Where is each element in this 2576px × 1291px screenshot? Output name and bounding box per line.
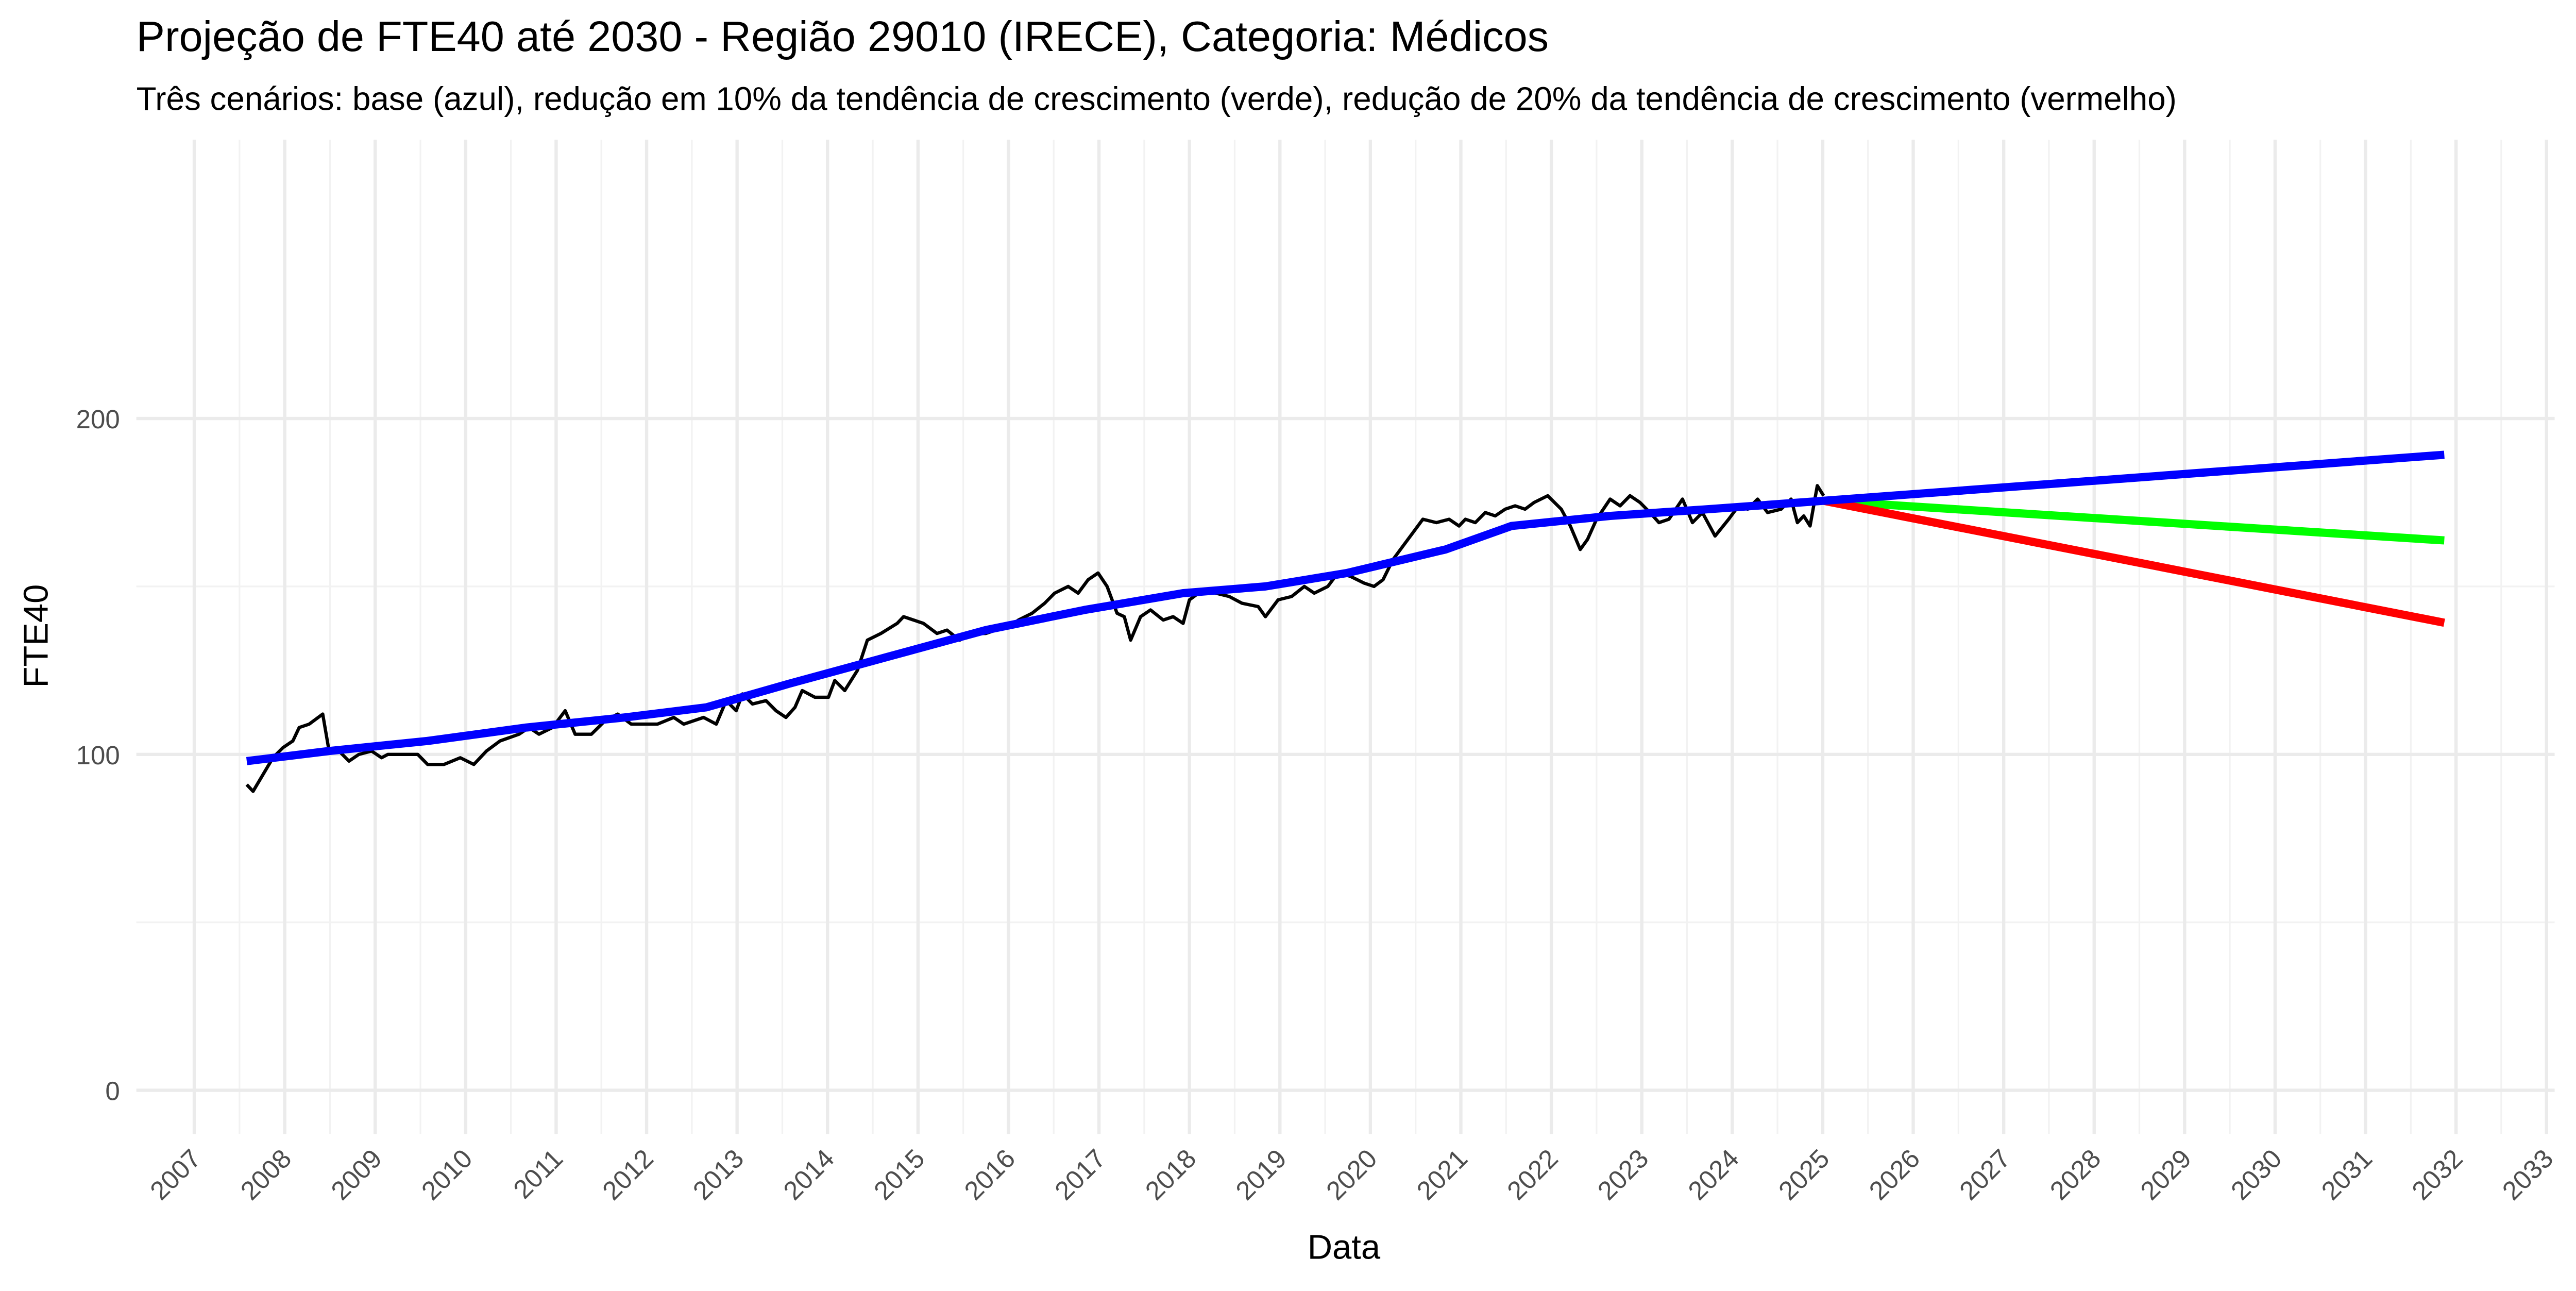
- x-tick-label: 2011: [507, 1144, 568, 1204]
- grid: [136, 140, 2555, 1134]
- x-tick-label: 2022: [1501, 1144, 1564, 1206]
- x-tick-label: 2025: [1773, 1144, 1835, 1206]
- data-line: [1823, 496, 2445, 627]
- x-tick-label: 2018: [1140, 1144, 1202, 1206]
- x-tick-label: 2015: [868, 1144, 930, 1206]
- x-tick-label: 2029: [2134, 1144, 2197, 1206]
- y-tick-label: 200: [76, 405, 120, 434]
- x-tick-label: 2026: [1863, 1144, 1926, 1206]
- x-tick-label: 2012: [597, 1144, 659, 1206]
- x-tick-label: 2021: [1411, 1144, 1473, 1206]
- x-tick-label: 2027: [1954, 1144, 2016, 1206]
- x-tick-label: 2016: [959, 1144, 1021, 1206]
- x-tick-label: 2028: [2044, 1144, 2107, 1206]
- x-tick-label: 2014: [777, 1144, 840, 1206]
- x-tick-label: 2030: [2225, 1144, 2287, 1206]
- plot-area: [245, 450, 2445, 793]
- x-tick-label: 2020: [1320, 1144, 1383, 1206]
- x-tick-label: 2017: [1049, 1144, 1111, 1206]
- x-tick-label: 2007: [144, 1144, 207, 1206]
- y-tick-label: 100: [76, 741, 120, 770]
- data-line: [245, 484, 1825, 793]
- x-tick-label: 2032: [2406, 1144, 2468, 1206]
- x-tick-label: 2031: [2316, 1144, 2378, 1206]
- data-line: [246, 450, 2445, 765]
- x-axis-label: Data: [1308, 1228, 1381, 1267]
- x-tick-label: 2013: [687, 1144, 750, 1206]
- x-tick-label: 2033: [2497, 1144, 2559, 1206]
- x-tick-label: 2009: [325, 1144, 387, 1206]
- chart-title: Projeção de FTE40 até 2030 - Região 2901…: [137, 12, 1549, 60]
- data-line: [1823, 496, 2445, 545]
- x-tick-label: 2024: [1682, 1144, 1744, 1206]
- x-tick-label: 2023: [1592, 1144, 1654, 1206]
- x-tick-label: 2010: [416, 1144, 478, 1206]
- x-tick-label: 2019: [1230, 1144, 1292, 1206]
- chart-subtitle: Três cenários: base (azul), redução em 1…: [137, 80, 2177, 118]
- y-axis-label: FTE40: [16, 584, 55, 688]
- y-tick-label: 0: [105, 1077, 120, 1106]
- x-tick-label: 2008: [235, 1144, 297, 1206]
